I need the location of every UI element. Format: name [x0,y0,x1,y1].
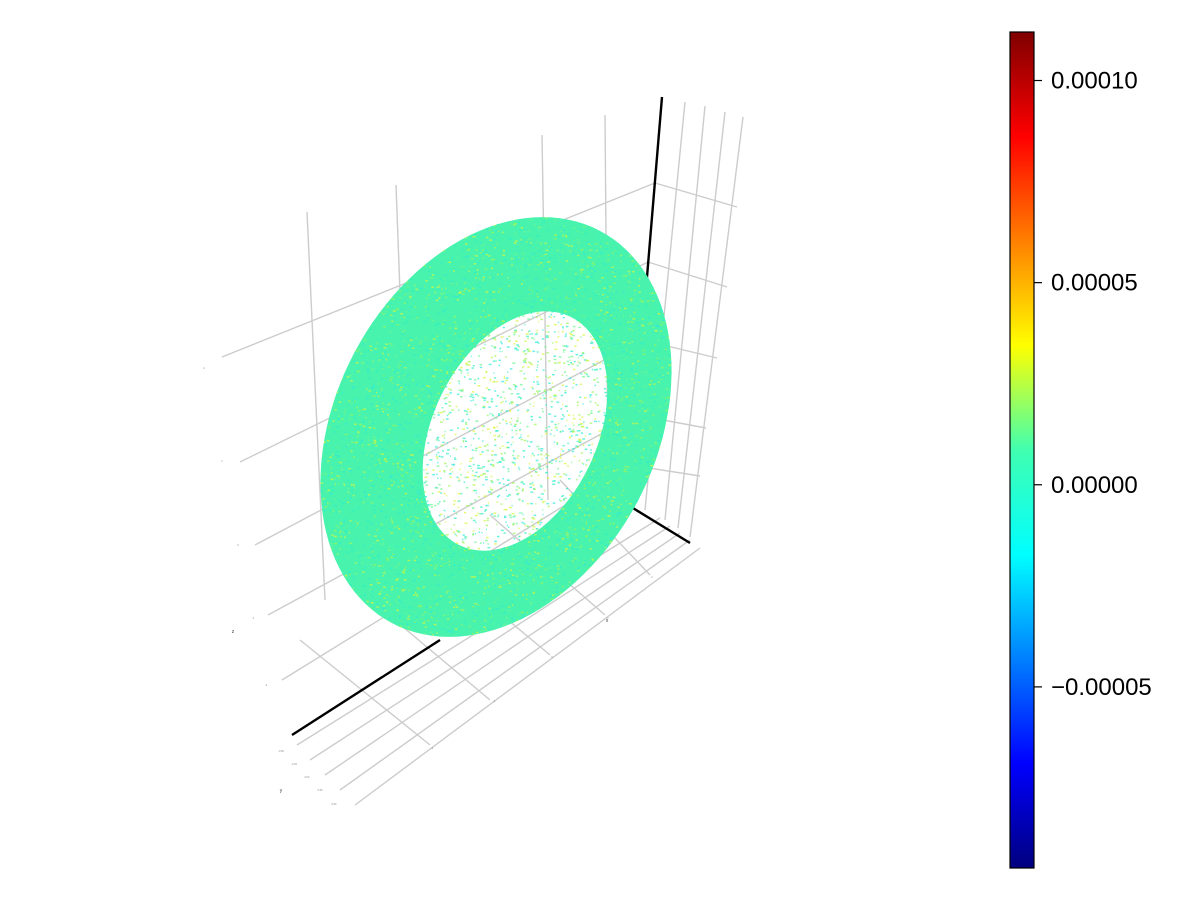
colorbar-tick-label: −0.00005 [1051,674,1152,701]
y-tick-label: -0.50 [278,750,284,753]
grid-line [299,639,431,746]
x-tick-label: -1 [493,700,496,703]
grid-line [254,339,643,546]
x-axis-line [627,503,691,545]
x-axis-label: x [606,618,609,624]
grid-line [664,105,706,521]
grid-line [309,525,671,761]
colorbar-tick-label: 0.00000 [1051,472,1138,499]
y-tick-label: -0.25 [291,763,297,766]
z-tick-label: 0 [237,544,239,547]
z-tick-label: 1 [221,460,223,463]
y-tick-label: 0.00 [305,776,310,779]
grid-line [689,116,744,538]
y-tick-label: 0.25 [318,789,323,792]
axis-grid [221,101,744,806]
grid-line [654,182,738,208]
annulus-fill [320,217,672,637]
grid-line [339,539,691,791]
colorbar-tick-label: 0.00005 [1051,270,1138,297]
colorbar-gradient [1009,31,1035,869]
y-axis-label: y [280,788,283,794]
z-axis-label: z [232,629,235,635]
y-tick-label: 0.50 [332,803,337,806]
colorbar: 0.00010 0.00005 0.00000 −0.00005 [1009,31,1152,869]
grid-line [541,134,549,501]
x-tick-label: -2 [431,747,434,750]
colorbar-tick-label: 0.00010 [1051,68,1138,95]
grid-line [306,211,326,601]
axis-ticks: 2 1 0 -1 -2 z -0.50 -0.25 0.00 0.25 0.50 y -2 -1 0 1 2 x [203,367,653,806]
grid-line [324,532,681,776]
x-tick-label: 1 [607,617,609,620]
y-axis-line [291,638,441,737]
z-tick-label: -2 [265,684,268,687]
z-tick-label: -1 [252,617,255,620]
grid-line [354,547,701,806]
x-tick-label: 0 [551,656,553,659]
x-tick-label: 2 [651,576,653,579]
grid-line [677,111,726,529]
z-tick-label: 2 [203,367,205,370]
annulus-surface [320,217,672,637]
grid-line [647,261,728,288]
